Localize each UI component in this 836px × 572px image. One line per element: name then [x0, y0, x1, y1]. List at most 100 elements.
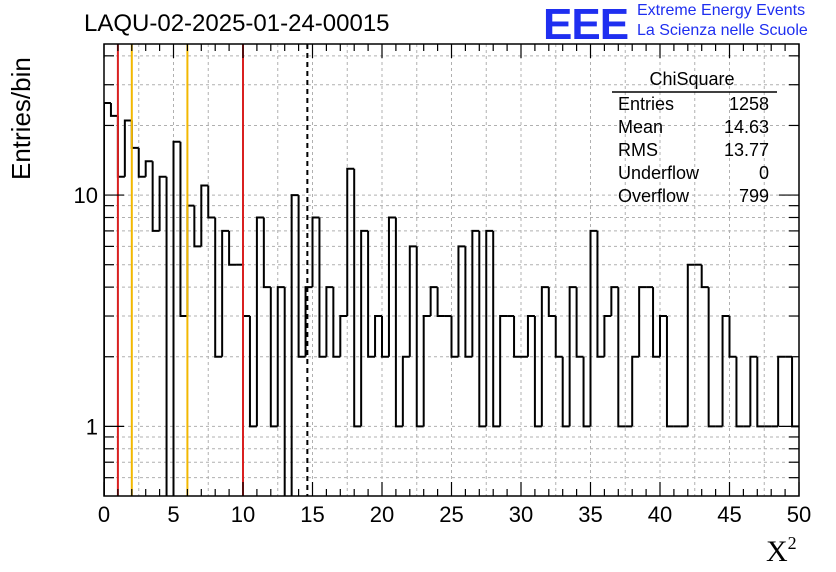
- histogram-bin: [429, 286, 438, 317]
- histogram-bin: [791, 356, 799, 428]
- histogram-bin: [589, 229, 598, 427]
- histogram-bin: [276, 286, 285, 427]
- x-axis-label-superscript: 2: [787, 533, 797, 553]
- x-axis-label: X2: [766, 533, 797, 569]
- stats-row-value: 13.77: [724, 140, 769, 160]
- y-tick-label: 10: [74, 183, 98, 208]
- y-tick-label: 1: [86, 414, 98, 439]
- x-tick-label: 30: [509, 502, 533, 527]
- histogram-bin: [283, 287, 286, 496]
- x-tick-label: 20: [370, 502, 394, 527]
- histogram-bin: [207, 185, 216, 219]
- histogram-bin: [561, 356, 570, 428]
- histogram-bin: [728, 316, 737, 358]
- histogram-bin: [617, 287, 626, 428]
- histogram-bin: [631, 355, 640, 427]
- histogram-bin: [485, 229, 494, 427]
- histogram-bin: [346, 167, 355, 317]
- histogram-bin: [137, 147, 146, 178]
- x-tick-label: 15: [300, 502, 324, 527]
- stats-row-label: RMS: [618, 140, 658, 160]
- histogram-bin: [526, 315, 535, 357]
- chart-title: LAQU-02-2025-01-24-00015: [84, 10, 390, 37]
- stats-row-label: Underflow: [618, 163, 700, 183]
- stats-row-label: Entries: [618, 94, 674, 114]
- stats-box: ChiSquare Entries 1258 Mean 14.63 RMS 13.77 Un…: [612, 69, 777, 206]
- histogram-bin: [262, 217, 271, 289]
- histogram-bin: [686, 263, 695, 427]
- logo-text-line2: La Scienza nelle Scuole: [637, 22, 808, 39]
- histogram-bin: [269, 287, 278, 428]
- histogram-bin: [665, 316, 674, 428]
- histogram-bin: [547, 287, 556, 318]
- histogram-bin: [735, 356, 744, 428]
- histogram-bin: [540, 286, 549, 427]
- histogram-bin: [464, 246, 473, 358]
- x-tick-label: 25: [439, 502, 463, 527]
- histogram-bin: [568, 286, 577, 427]
- histogram-bin: [104, 102, 111, 496]
- histogram-bin: [749, 355, 758, 427]
- histogram-bin: [422, 315, 431, 427]
- histogram-bin: [290, 194, 299, 496]
- histogram-bin: [659, 315, 667, 357]
- histogram-bin: [777, 355, 786, 427]
- histogram-bin: [436, 287, 445, 318]
- histogram-bin: [415, 246, 424, 428]
- histogram-bin: [151, 161, 160, 232]
- stats-row-value: 0: [759, 163, 769, 183]
- reference-lines: [116, 44, 309, 496]
- x-tick-label: 0: [98, 502, 110, 527]
- histogram-bin: [193, 205, 202, 248]
- histogram-bin: [582, 356, 591, 428]
- histogram-bin: [339, 315, 348, 357]
- axis-tick-labels: 0 5 10 15 20 25 30 35 40 45 50 1 10: [74, 183, 812, 527]
- histogram-bin: [304, 286, 313, 357]
- axis-ticks: [103, 44, 800, 496]
- stats-row-value: 1258: [729, 94, 769, 114]
- histogram-bin: [360, 229, 369, 427]
- histogram-bin: [214, 217, 223, 358]
- histogram-bin: [172, 140, 181, 496]
- histogram-bin: [533, 316, 542, 428]
- histogram-bin: [499, 315, 508, 427]
- x-axis-label-text: X: [766, 535, 788, 568]
- histogram-bin: [457, 245, 466, 357]
- histogram-bin: [221, 229, 230, 357]
- histogram-bin: [401, 355, 410, 427]
- histogram-bin: [707, 287, 716, 428]
- histogram-bin: [478, 230, 487, 428]
- histogram-bin: [700, 264, 709, 289]
- x-tick-label: 35: [578, 502, 602, 527]
- histogram-bin: [638, 286, 647, 357]
- histogram-bin: [450, 316, 459, 358]
- x-tick-label: 5: [167, 502, 179, 527]
- histogram-bin: [394, 217, 403, 428]
- histogram-bin: [353, 168, 362, 428]
- x-tick-label: 10: [231, 502, 255, 527]
- histogram-bin: [492, 230, 501, 428]
- histogram-bin: [367, 230, 376, 358]
- histogram-bin: [381, 316, 389, 358]
- histogram-bin: [756, 356, 765, 428]
- histogram-bin: [374, 315, 382, 357]
- histogram-bin: [721, 315, 730, 427]
- histogram-bin: [610, 286, 619, 317]
- histogram-bin: [311, 216, 320, 288]
- eee-logo: EEE: [543, 0, 629, 49]
- histogram-bin: [158, 175, 167, 231]
- histogram-bin: [554, 316, 563, 358]
- histogram-bin: [248, 316, 257, 428]
- logo-text-line1: Extreme Energy Events: [637, 2, 806, 19]
- histogram-bin: [603, 315, 612, 357]
- histogram-bin: [513, 316, 521, 358]
- histogram-bin: [255, 216, 264, 427]
- histogram-bin: [186, 204, 195, 317]
- histogram-bin: [200, 184, 209, 247]
- histogram-bin: [408, 245, 417, 357]
- histogram-bin: [318, 217, 327, 358]
- histogram-bin: [242, 264, 250, 318]
- histogram-bin: [652, 287, 660, 358]
- histogram-bin: [179, 141, 188, 318]
